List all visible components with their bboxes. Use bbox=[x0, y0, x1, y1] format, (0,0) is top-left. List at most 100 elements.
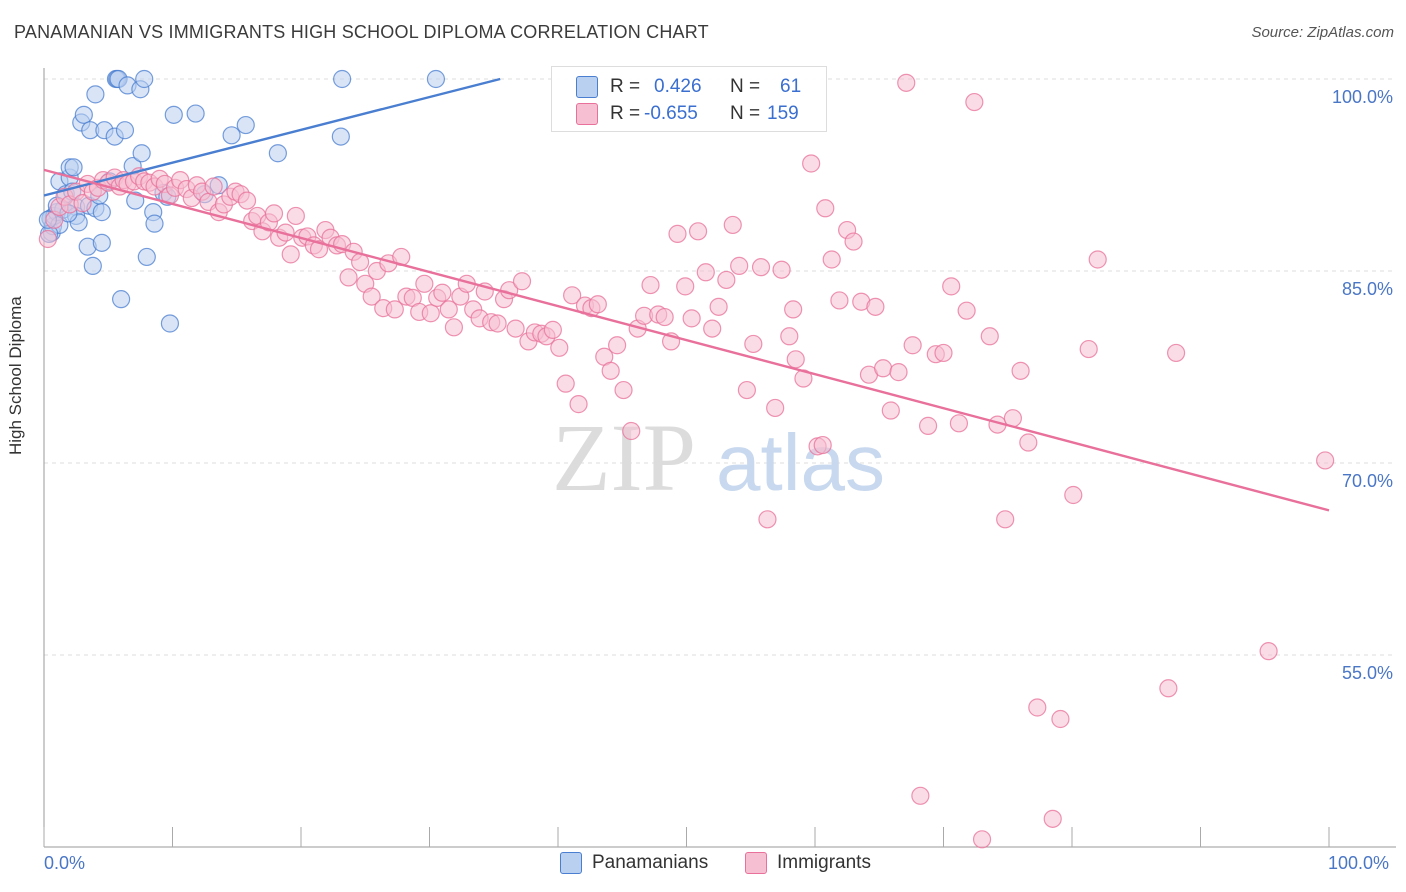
x-tick-min: 0.0% bbox=[44, 853, 86, 873]
panamanians-point bbox=[186, 104, 205, 123]
immigrants-point bbox=[897, 73, 916, 92]
immigrants-point bbox=[866, 297, 885, 316]
immigrants-point bbox=[780, 327, 799, 346]
panamanians-point bbox=[137, 247, 156, 267]
immigrants-point bbox=[717, 270, 736, 290]
immigrants-point bbox=[569, 395, 588, 414]
panamanians-point bbox=[86, 85, 105, 104]
immigrants-point bbox=[730, 256, 749, 275]
panamanians-point bbox=[331, 127, 350, 146]
immigrants-point bbox=[622, 421, 641, 441]
immigrants-point bbox=[543, 320, 562, 339]
immigrants-point bbox=[957, 301, 976, 320]
immigrants-point bbox=[772, 260, 791, 279]
immigrants-point bbox=[1051, 709, 1070, 729]
source-label: Source: ZipAtlas.com bbox=[1251, 24, 1394, 41]
y-tick-labels: 55.0% 70.0% 85.0% 100.0% bbox=[1332, 87, 1393, 683]
immigrants-point bbox=[830, 291, 849, 310]
immigrants-point bbox=[942, 277, 961, 296]
immigrants-point bbox=[1166, 343, 1186, 363]
panamanians-point bbox=[115, 121, 135, 140]
panamanians-point bbox=[135, 69, 154, 89]
panamanians-point bbox=[64, 158, 83, 177]
pink-swatch bbox=[745, 852, 767, 874]
immigrants-point bbox=[980, 327, 999, 346]
immigrants-point bbox=[751, 258, 771, 277]
panamanians-point bbox=[426, 69, 446, 89]
immigrants-point bbox=[264, 204, 284, 223]
panamanians-point bbox=[111, 290, 131, 309]
immigrants-point bbox=[703, 319, 722, 338]
immigrants-point bbox=[949, 414, 969, 433]
immigrants-point bbox=[73, 194, 92, 213]
panamanians-point bbox=[222, 126, 241, 145]
immigrants-point bbox=[433, 283, 452, 302]
panamanians-trendline bbox=[43, 77, 501, 197]
immigrants-point bbox=[1011, 361, 1030, 380]
immigrants-point bbox=[1088, 250, 1107, 269]
immigrants-point bbox=[1316, 451, 1335, 470]
legend-item-immigrants: Immigrants bbox=[745, 852, 871, 874]
r-value: -0.655 bbox=[644, 103, 698, 124]
immigrants-point bbox=[362, 287, 381, 306]
immigrants-point bbox=[934, 343, 953, 363]
immigrants-point bbox=[996, 510, 1015, 529]
immigrants-point bbox=[1019, 433, 1038, 452]
immigrants-point bbox=[286, 206, 305, 226]
y-axis-label: High School Diploma bbox=[6, 296, 25, 455]
immigrants-point bbox=[1043, 809, 1062, 828]
immigrants-point bbox=[281, 245, 300, 264]
legend-item-panamanians: Panamanians bbox=[560, 852, 708, 874]
immigrants-point bbox=[550, 338, 569, 357]
immigrants-point bbox=[421, 304, 440, 323]
immigrants-point bbox=[1159, 679, 1178, 698]
axes bbox=[43, 68, 1396, 848]
blue-swatch bbox=[576, 76, 598, 98]
y-tick-label: 100.0% bbox=[1332, 87, 1393, 107]
immigrants-point bbox=[1079, 339, 1098, 359]
immigrants-point bbox=[802, 154, 821, 173]
legend-label: Immigrants bbox=[777, 852, 871, 873]
immigrants-point bbox=[1028, 698, 1047, 717]
immigrants-point bbox=[415, 274, 434, 293]
n-value: 159 bbox=[767, 103, 799, 124]
blue-swatch bbox=[560, 852, 582, 874]
immigrants-point bbox=[1064, 485, 1083, 505]
y-tick-label: 85.0% bbox=[1342, 279, 1393, 299]
immigrants-point bbox=[918, 416, 938, 435]
immigrants-point bbox=[601, 361, 620, 380]
immigrants-point bbox=[682, 309, 701, 328]
chart-title: PANAMANIAN VS IMMIGRANTS HIGH SCHOOL DIP… bbox=[14, 22, 709, 42]
grid bbox=[44, 78, 1396, 656]
immigrants-point bbox=[816, 199, 835, 218]
series-points bbox=[38, 69, 1335, 849]
immigrants-point bbox=[737, 380, 756, 400]
y-tick-label: 70.0% bbox=[1342, 471, 1393, 491]
immigrants-point bbox=[608, 336, 627, 355]
immigrants-point bbox=[889, 363, 908, 382]
immigrants-point bbox=[512, 272, 532, 291]
immigrants-point bbox=[784, 300, 803, 319]
n-label: N = bbox=[730, 76, 761, 97]
immigrants-point bbox=[758, 510, 777, 529]
r-label: R = bbox=[610, 76, 641, 97]
watermark-atlas: atlas bbox=[716, 418, 885, 507]
immigrants-point bbox=[38, 229, 57, 249]
immigrants-point bbox=[506, 319, 525, 338]
immigrants-point bbox=[676, 277, 695, 296]
immigrants-point bbox=[972, 830, 992, 849]
n-value: 61 bbox=[780, 76, 802, 97]
immigrants-point bbox=[911, 786, 930, 805]
correlation-legend: R = 0.426 N = 61 R = -0.655 N = 159 bbox=[551, 66, 827, 132]
immigrants-point bbox=[844, 232, 863, 251]
panamanians-point bbox=[160, 314, 180, 333]
immigrants-trendline bbox=[43, 168, 1330, 512]
immigrants-point bbox=[655, 307, 674, 327]
immigrants-point bbox=[786, 350, 805, 369]
immigrants-point bbox=[688, 222, 708, 241]
immigrants-point bbox=[822, 250, 841, 269]
panamanians-point bbox=[268, 144, 287, 163]
trendlines bbox=[43, 77, 1330, 512]
immigrants-point bbox=[903, 336, 922, 355]
